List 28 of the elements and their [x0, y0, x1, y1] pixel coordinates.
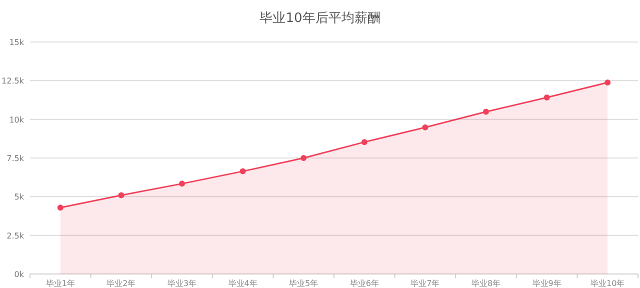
point [240, 168, 246, 174]
x-tick-label: 毕业3年 [167, 279, 197, 288]
point [300, 155, 307, 161]
x-tick-label: 毕业10年 [590, 279, 625, 288]
point [604, 80, 611, 86]
x-tick-label: 毕业6年 [350, 279, 379, 288]
x-tick-label: 毕业9年 [532, 279, 562, 288]
x-tick-label: 毕业5年 [289, 279, 318, 288]
x-tick-label: 毕业4年 [228, 279, 258, 288]
point [118, 192, 124, 198]
point [361, 139, 368, 146]
x-tick-label: 毕业1年 [46, 279, 75, 288]
y-tick-label: 12.5k [2, 76, 24, 86]
chart-title: 毕业10年后平均薪酬 [260, 11, 380, 26]
point [57, 204, 64, 211]
y-tick-label: 7.5k [6, 154, 24, 163]
y-tick-label: 10k [9, 115, 24, 124]
y-tick-label: 15k [9, 38, 24, 47]
y-tick-label: 2.5k [6, 231, 24, 240]
x-tick-label: 毕业2年 [106, 279, 136, 288]
point [179, 180, 185, 187]
point [422, 124, 428, 130]
point [483, 108, 489, 115]
y-tick-label: 0k [14, 270, 24, 279]
x-tick-label: 毕业7年 [410, 279, 440, 288]
x-tick-label: 毕业8年 [471, 279, 501, 288]
point [544, 94, 550, 101]
y-tick-label: 5k [14, 192, 24, 202]
